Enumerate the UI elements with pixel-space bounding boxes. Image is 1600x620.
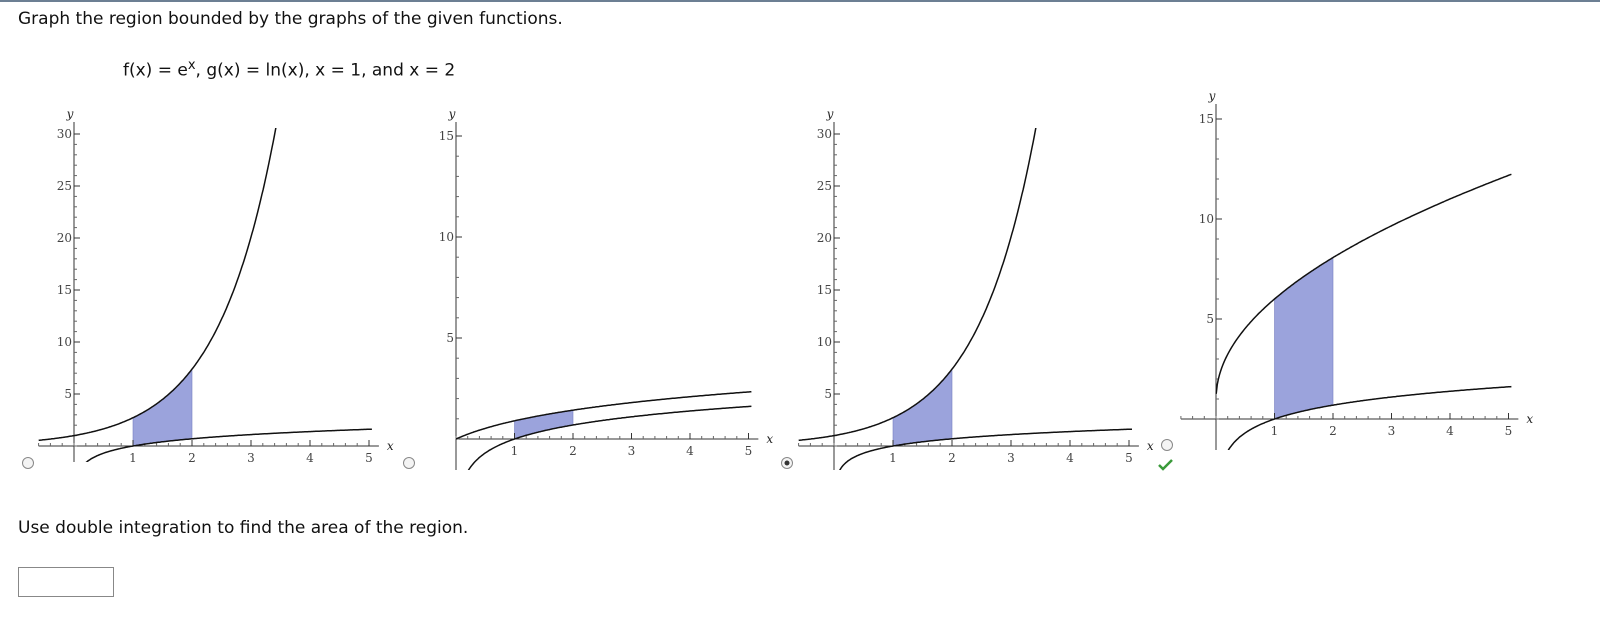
y-tick-label: 10: [57, 335, 72, 349]
y-tick-label: 15: [57, 283, 72, 297]
graph: 1 2 3 4 5 5 10 15 20 25 30 x y: [781, 107, 1173, 471]
x-tick-label: 3: [628, 444, 636, 458]
option-radio[interactable]: [1161, 439, 1173, 451]
y-tick-label: 10: [1199, 212, 1214, 226]
y-tick-label: 5: [824, 387, 832, 401]
lower-curve: [1227, 385, 1512, 450]
y-tick-label: 20: [57, 231, 72, 245]
y-tick-label: 5: [64, 387, 72, 401]
radio-dot: [784, 460, 790, 466]
x-label: x: [766, 432, 773, 446]
option-radio[interactable]: [22, 457, 34, 469]
x-label: x: [387, 439, 394, 453]
y-label: y: [448, 107, 456, 121]
answer-input[interactable]: [18, 567, 114, 597]
x-tick-label: 3: [1007, 451, 1015, 465]
y-tick-label: 25: [57, 179, 72, 193]
x-tick-label: 5: [1505, 424, 1513, 438]
upper-curve: [1215, 173, 1512, 394]
y-tick-label: 15: [439, 129, 454, 143]
x-tick-label: 2: [569, 444, 577, 458]
upper-curve: [38, 128, 277, 442]
y-label: y: [1208, 89, 1216, 103]
x-tick-label: 2: [1329, 424, 1337, 438]
y-tick-label: 25: [817, 179, 832, 193]
x-tick-label: 1: [129, 451, 137, 465]
y-tick-label: 5: [446, 331, 454, 345]
x-tick-label: 2: [948, 451, 956, 465]
upper-curve: [456, 390, 752, 440]
x-tick-label: 2: [188, 451, 196, 465]
lower-curve: [839, 428, 1132, 470]
option-radio[interactable]: [403, 457, 415, 469]
y-tick-label: 15: [817, 283, 832, 297]
prompt: Graph the region bounded by the graphs o…: [18, 9, 563, 29]
function-rest: , g(x) = ln(x), x = 1, and x = 2: [195, 60, 456, 81]
x-tick-label: 4: [686, 444, 694, 458]
x-label: x: [1147, 439, 1154, 453]
x-tick-label: 4: [1066, 451, 1074, 465]
x-tick-label: 3: [1388, 424, 1396, 438]
y-tick-label: 5: [1206, 312, 1214, 326]
x-tick-label: 4: [306, 451, 314, 465]
lower-curve: [467, 405, 752, 470]
function-lead: f(x) = e: [123, 60, 188, 81]
y-tick-label: 30: [57, 127, 72, 141]
x-tick-label: 5: [745, 444, 753, 458]
y-tick-label: 10: [817, 335, 832, 349]
function-power: x: [187, 58, 196, 73]
graph: 1 2 3 4 5 5 10 15 20 25 30 x y: [22, 107, 394, 469]
region: [1274, 257, 1334, 420]
x-tick-label: 5: [1125, 451, 1133, 465]
x-tick-label: 3: [247, 451, 255, 465]
lower-curve: [85, 428, 372, 462]
x-tick-label: 1: [511, 444, 519, 458]
x-tick-label: 4: [1446, 424, 1454, 438]
y-tick-label: 10: [439, 230, 454, 244]
y-label: y: [66, 107, 74, 121]
y-label: y: [826, 107, 834, 121]
y-tick-label: 20: [817, 231, 832, 245]
x-tick-label: 5: [365, 451, 373, 465]
functions: f(x) = ex, g(x) = ln(x), x = 1, and x = …: [123, 58, 455, 81]
x-label: x: [1526, 412, 1533, 426]
x-tick-label: 1: [1271, 424, 1279, 438]
check-mark: [1158, 459, 1173, 471]
graph: 1 2 3 4 5 5 10 15 x y: [1161, 89, 1533, 451]
y-tick-label: 15: [1199, 112, 1214, 126]
top-bar: [0, 0, 1600, 2]
y-tick-label: 30: [817, 127, 832, 141]
question: Use double integration to find the area …: [18, 518, 469, 538]
x-tick-label: 1: [889, 451, 897, 465]
graph: 1 2 3 4 5 5 10 15 x y: [403, 107, 773, 470]
upper-curve: [798, 128, 1037, 442]
